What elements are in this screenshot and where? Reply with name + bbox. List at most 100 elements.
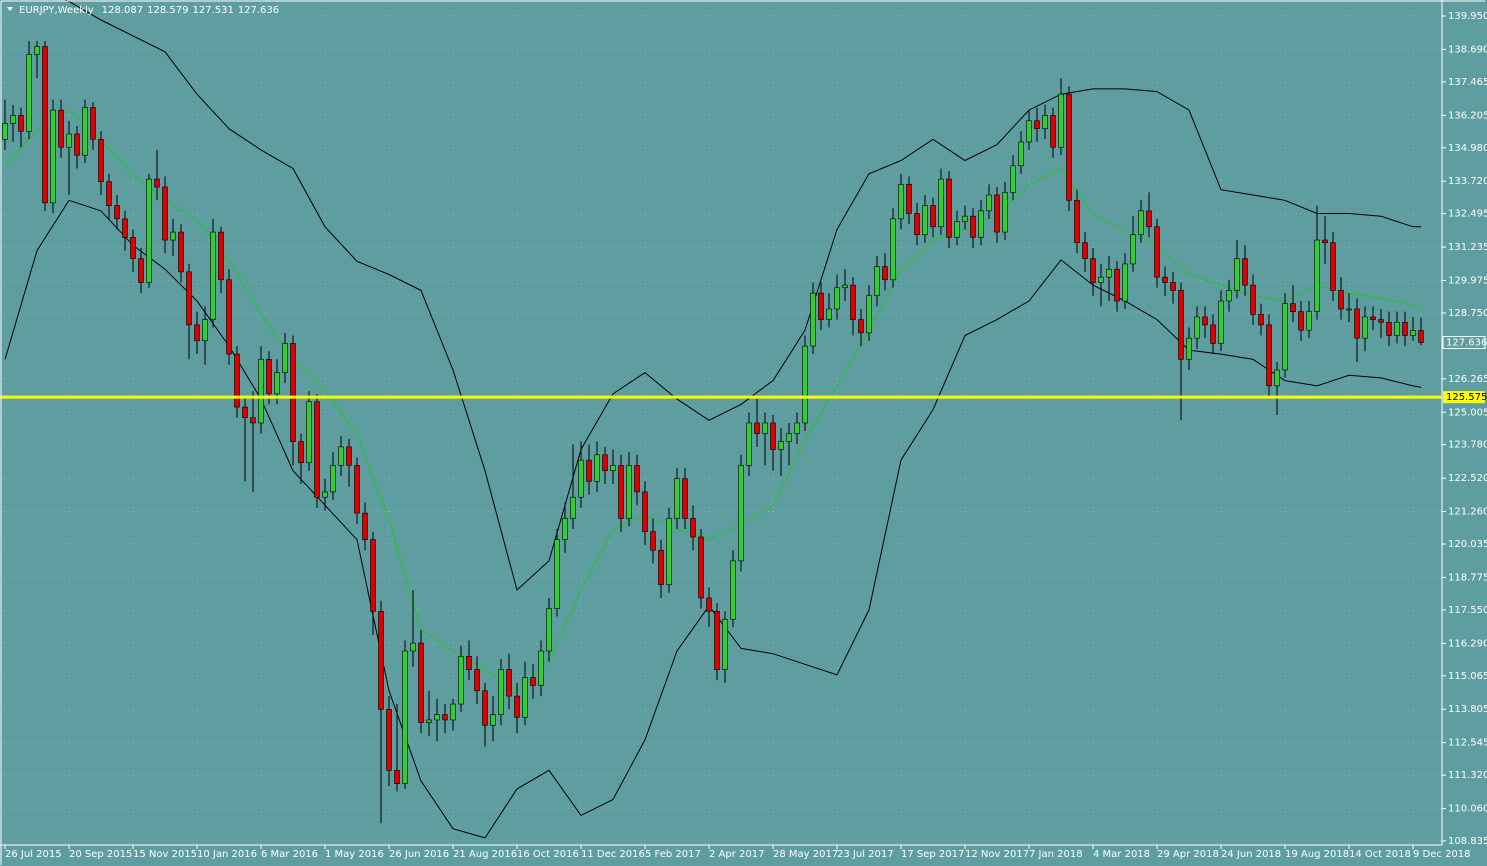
y-tick-label: 121.260 bbox=[1448, 507, 1487, 518]
candle-body bbox=[786, 433, 792, 442]
candle-body bbox=[466, 656, 472, 670]
candle-body bbox=[586, 459, 592, 482]
candle-body bbox=[1154, 226, 1160, 278]
candle-body bbox=[1346, 308, 1352, 311]
candle-body bbox=[618, 465, 624, 519]
x-tick-label: 29 Apr 2018 bbox=[1157, 849, 1219, 860]
candle-body bbox=[666, 518, 672, 586]
candle-body bbox=[1098, 276, 1104, 283]
candle-body bbox=[474, 669, 480, 692]
candle-body bbox=[746, 422, 752, 466]
candle-body bbox=[538, 650, 544, 686]
candle-body bbox=[1386, 321, 1392, 336]
candle-body bbox=[338, 446, 344, 466]
candle-body bbox=[1258, 313, 1264, 326]
candle-body bbox=[1186, 337, 1192, 360]
candle-body bbox=[74, 133, 80, 156]
candle-body bbox=[114, 205, 120, 220]
candle-body bbox=[10, 115, 16, 124]
hline-price-box bbox=[1443, 391, 1485, 404]
candle-body bbox=[394, 770, 400, 784]
symbol: EURJPY,Weekly bbox=[19, 5, 94, 16]
candle-body bbox=[378, 610, 384, 710]
candle-body bbox=[418, 642, 424, 723]
candle-body bbox=[1138, 210, 1144, 236]
y-tick-label: 134.980 bbox=[1448, 143, 1487, 154]
candle-body bbox=[1370, 316, 1376, 320]
x-tick-label: 10 Jan 2016 bbox=[197, 849, 257, 860]
candle-body bbox=[498, 669, 504, 715]
candle-body bbox=[794, 422, 800, 434]
candle-body bbox=[482, 690, 488, 726]
x-tick-label: 16 Oct 2016 bbox=[517, 849, 579, 860]
candle-body bbox=[634, 465, 640, 493]
x-tick-label: 11 Dec 2016 bbox=[581, 849, 645, 860]
y-tick-label: 116.290 bbox=[1448, 638, 1487, 649]
candle-body bbox=[802, 345, 808, 424]
plot-area bbox=[0, 0, 1442, 839]
candle-body bbox=[994, 194, 1000, 233]
candle-body bbox=[314, 401, 320, 498]
candle-body bbox=[490, 714, 496, 726]
y-tick-label: 137.465 bbox=[1448, 77, 1487, 88]
candle-body bbox=[34, 46, 40, 55]
candle-body bbox=[1338, 290, 1344, 310]
candle-body bbox=[1146, 210, 1152, 228]
candle-body bbox=[346, 446, 352, 466]
candle-body bbox=[570, 496, 576, 519]
candle-body bbox=[66, 133, 72, 148]
candle-body bbox=[218, 231, 224, 281]
candle-body bbox=[42, 46, 48, 204]
y-tick-label: 123.780 bbox=[1448, 440, 1487, 451]
candle-body bbox=[1018, 141, 1024, 167]
candle-body bbox=[186, 271, 192, 326]
x-tick-label: 2 Apr 2017 bbox=[709, 849, 764, 860]
candle-body bbox=[842, 284, 848, 289]
candle-body bbox=[938, 178, 944, 228]
current-price-box bbox=[1442, 335, 1486, 349]
candle-body bbox=[442, 714, 448, 721]
candle-body bbox=[930, 205, 936, 228]
candle-body bbox=[1226, 290, 1232, 302]
candle-body bbox=[98, 138, 104, 183]
header: EURJPY,Weekly 128.087 128.579 127.531 127.63… bbox=[7, 5, 279, 16]
candle-body bbox=[1034, 120, 1040, 129]
candle-body bbox=[1410, 330, 1416, 336]
candle-body bbox=[58, 109, 64, 148]
candle-body bbox=[426, 719, 432, 723]
candle-body bbox=[242, 406, 248, 418]
candle-body bbox=[194, 324, 200, 342]
candle-body bbox=[578, 459, 584, 498]
candle-body bbox=[1274, 369, 1280, 387]
x-tick-label: 23 Jul 2017 bbox=[837, 849, 894, 860]
candle-body bbox=[682, 478, 688, 519]
candle-body bbox=[730, 560, 736, 620]
candle-body bbox=[1090, 258, 1096, 283]
candle-body bbox=[1394, 321, 1400, 336]
candle-body bbox=[1218, 300, 1224, 344]
current-price-label: 127.636 bbox=[1446, 337, 1487, 348]
candle-body bbox=[1162, 276, 1168, 283]
candle-body bbox=[594, 454, 600, 482]
candle-body bbox=[874, 266, 880, 297]
hline-price-label: 125.575 bbox=[1446, 392, 1487, 403]
candle-body bbox=[1002, 192, 1008, 233]
close-value: 127.636 bbox=[238, 5, 279, 16]
y-tick-label: 125.005 bbox=[1448, 407, 1487, 418]
y-tick-label: 132.495 bbox=[1448, 209, 1487, 220]
candle-body bbox=[1290, 303, 1296, 312]
candle-body bbox=[818, 292, 824, 320]
candle-body bbox=[1402, 321, 1408, 336]
candle-body bbox=[1050, 115, 1056, 148]
y-tick-label: 112.545 bbox=[1448, 738, 1487, 749]
candle-body bbox=[650, 531, 656, 551]
candle-body bbox=[322, 491, 328, 498]
candle-body bbox=[1418, 330, 1424, 343]
candle-body bbox=[1202, 316, 1208, 326]
candle-body bbox=[658, 549, 664, 586]
candle-body bbox=[1306, 311, 1312, 331]
candle-body bbox=[2, 123, 8, 140]
candle-body bbox=[986, 194, 992, 212]
